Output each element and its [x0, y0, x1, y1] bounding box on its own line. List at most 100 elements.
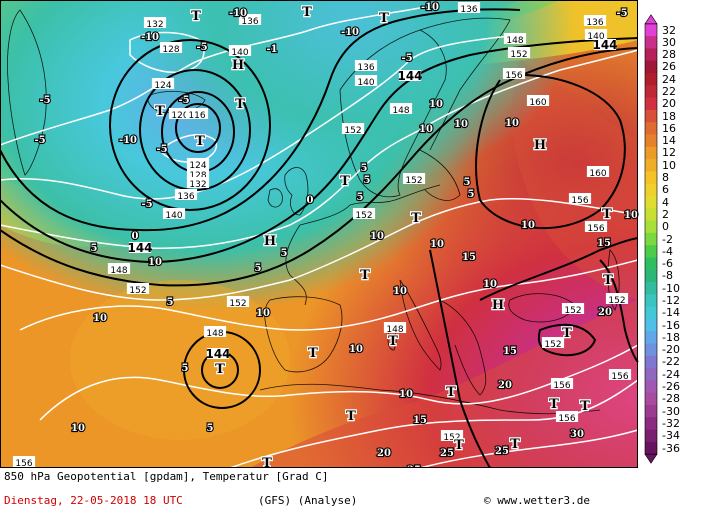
- geopotential-label-box: [502, 68, 526, 79]
- temperature-label: 10: [430, 239, 444, 250]
- geopotential-label-box: [203, 326, 227, 337]
- geopotential-label: 156: [611, 372, 628, 382]
- temperature-label: 10: [349, 344, 363, 355]
- colorbar-segment: [645, 146, 657, 160]
- temperature-label: 10: [148, 257, 162, 268]
- low-pressure-marker: T: [191, 9, 201, 24]
- temperature-label: 15: [462, 252, 476, 263]
- low-pressure-marker: T: [302, 5, 312, 20]
- temperature-label: 25: [495, 446, 509, 457]
- geopotential-label: 156: [558, 414, 575, 424]
- geopotential-label-box: [151, 78, 175, 89]
- colorbar-tick-label: 30: [662, 35, 676, 49]
- geopotential-label-bold-box: [128, 242, 152, 253]
- geopotential-label-box: [584, 29, 608, 40]
- geopotential-label-box: [159, 42, 183, 53]
- colorbar-segment: [645, 183, 657, 197]
- temperature-label: 10: [71, 423, 85, 434]
- colorbar-tick-label: -14: [662, 306, 680, 320]
- high-pressure-marker: H: [232, 58, 244, 73]
- geopotential-label: 156: [587, 224, 604, 234]
- low-pressure-marker: T: [308, 346, 318, 361]
- colorbar-segment: [645, 159, 657, 172]
- colorbar-segment: [645, 294, 657, 308]
- colorbar-segment: [645, 245, 657, 259]
- geopotential-label-bold: 144: [205, 347, 230, 361]
- temperature-label: 10: [454, 119, 468, 130]
- geopotential-label: 156: [505, 71, 522, 81]
- temperature-label: 5: [207, 423, 214, 434]
- geopotential-label-box: [586, 166, 610, 177]
- geopotential-label-box: [605, 293, 629, 304]
- geopotential-label: 148: [392, 106, 409, 116]
- geopotential-label: 148: [206, 329, 223, 339]
- colorbar-tick-label: -22: [662, 355, 680, 369]
- temperature-label: 10: [505, 118, 519, 129]
- temperature-label: 5: [364, 175, 371, 186]
- temperature-label: 10: [93, 313, 107, 324]
- colorbar-tick-label: -10: [662, 281, 680, 295]
- geopotential-label-box: [226, 296, 250, 307]
- geopotential-label: 140: [357, 78, 374, 88]
- temperature-label: 15: [413, 415, 427, 426]
- geopotential-label-bold-box: [398, 70, 422, 81]
- geopotential-label-box: [12, 456, 36, 467]
- geopotential-label-box: [561, 303, 585, 314]
- low-pressure-marker: T: [215, 362, 225, 377]
- colorbar-segment: [645, 23, 657, 37]
- temperature-label: 10: [399, 389, 413, 400]
- colorbar-segment: [645, 232, 657, 246]
- colorbar-segment: [645, 97, 657, 111]
- temperature-label: -5: [178, 95, 189, 106]
- temperature-label: 15: [503, 346, 517, 357]
- geopotential-label: 152: [344, 126, 361, 136]
- geopotential-label: 140: [587, 32, 604, 42]
- geopotential-label-box: [352, 208, 376, 219]
- colorbar-segment: [645, 257, 657, 271]
- geopotential-label-box: [174, 189, 198, 200]
- temperature-label: -1: [266, 44, 277, 55]
- geopotential-label-box: [238, 14, 262, 25]
- colorbar-segment: [645, 220, 657, 234]
- colorbar-tick-label: 32: [662, 23, 676, 37]
- geopotential-label-bold: 144: [127, 241, 152, 255]
- map-frame: [0, 0, 638, 468]
- model-name: (GFS) (Analyse): [258, 494, 358, 507]
- geopotential-label-box: [541, 337, 565, 348]
- geopotential-label-box: [107, 263, 131, 274]
- colorbar-segment: [645, 48, 657, 62]
- geopotential-label-box: [354, 75, 378, 86]
- temperature-label: 25: [440, 448, 454, 459]
- colorbar-tick-label: 26: [662, 60, 676, 74]
- low-pressure-marker: T: [510, 437, 520, 452]
- temperature-label: -5: [39, 95, 50, 106]
- colorbar-tick-label: -26: [662, 380, 680, 394]
- geopotential-label: 116: [188, 111, 205, 121]
- colorbar-tick-label: -6: [662, 257, 673, 271]
- temperature-label: -5: [401, 53, 412, 64]
- temperature-label: 5: [468, 189, 475, 200]
- temperature-label: -5: [34, 135, 45, 146]
- colorbar-frame: [644, 23, 658, 455]
- geopotential-label-box: [162, 208, 186, 219]
- temperature-label: 5: [167, 297, 174, 308]
- colorbar-bottom-arrow: [644, 453, 658, 464]
- temperature-label: 5: [182, 363, 189, 374]
- geopotential-label: 152: [405, 176, 422, 186]
- colorbar-segment: [645, 331, 657, 345]
- geopotential-label-box: [143, 17, 167, 28]
- colorbar-tick-label: -34: [662, 429, 680, 443]
- temperature-label: -10: [421, 2, 439, 13]
- temperature-colorbar: [644, 14, 658, 464]
- high-pressure-marker: H: [492, 298, 504, 313]
- colorbar-tick-label: -32: [662, 416, 680, 430]
- temperature-label: 20: [377, 448, 391, 459]
- low-pressure-marker: T: [562, 326, 572, 341]
- geopotential-label-box: [126, 283, 150, 294]
- temperature-label: 10: [393, 286, 407, 297]
- geopotential-label-box: [608, 369, 632, 380]
- low-pressure-marker: T: [603, 273, 613, 288]
- high-pressure-marker: H: [264, 234, 276, 249]
- temperature-label: -5: [141, 199, 152, 210]
- colorbar-segment: [645, 36, 657, 50]
